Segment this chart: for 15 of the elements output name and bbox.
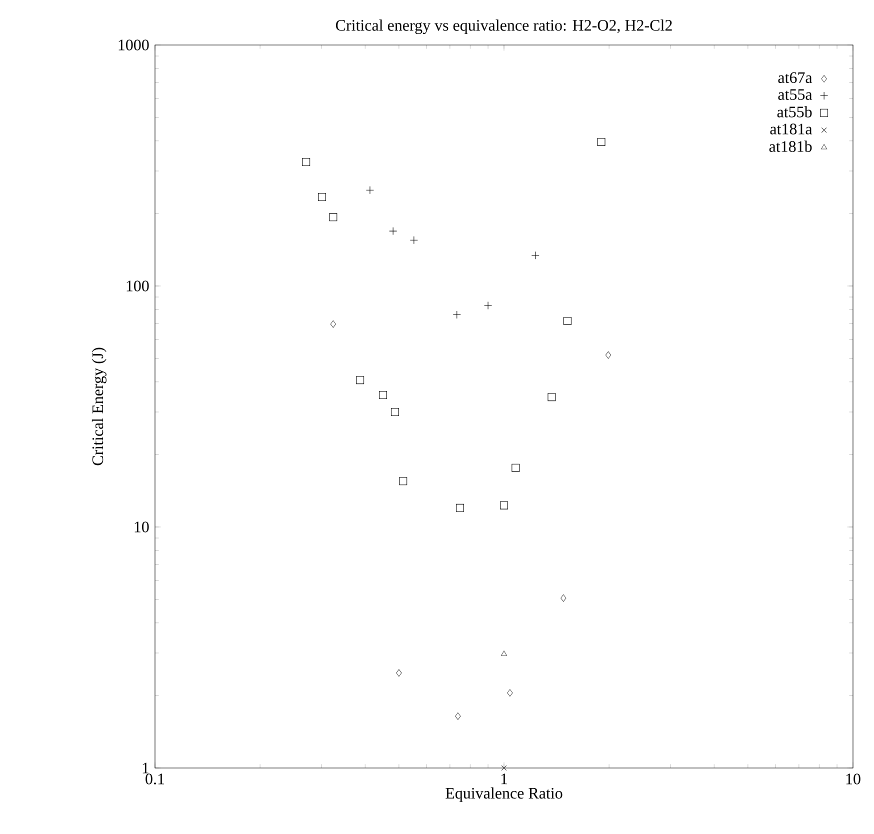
legend-label: at55b <box>777 106 812 118</box>
x-tick-label: 0.1 <box>146 774 164 784</box>
y-tick-label: 100 <box>126 280 149 292</box>
legend-label: at67a <box>778 72 812 84</box>
chart-title: Critical energy vs equivalence ratio: H2-O2, H2-Cl2 <box>336 19 672 34</box>
x-tick-label: 10 <box>846 774 860 784</box>
y-axis-title: Critical Energy (J) <box>92 348 106 466</box>
y-tick-label: 1 <box>142 762 148 774</box>
x-axis-title: Equivalence Ratio <box>446 787 562 802</box>
legend-label: at55a <box>778 89 812 100</box>
y-tick-label: 1000 <box>118 40 149 50</box>
legend-label: at181b <box>769 140 812 152</box>
y-tick-label: 10 <box>134 522 149 532</box>
legend-label: at181a <box>770 124 812 134</box>
x-tick-label: 1 <box>501 774 508 784</box>
